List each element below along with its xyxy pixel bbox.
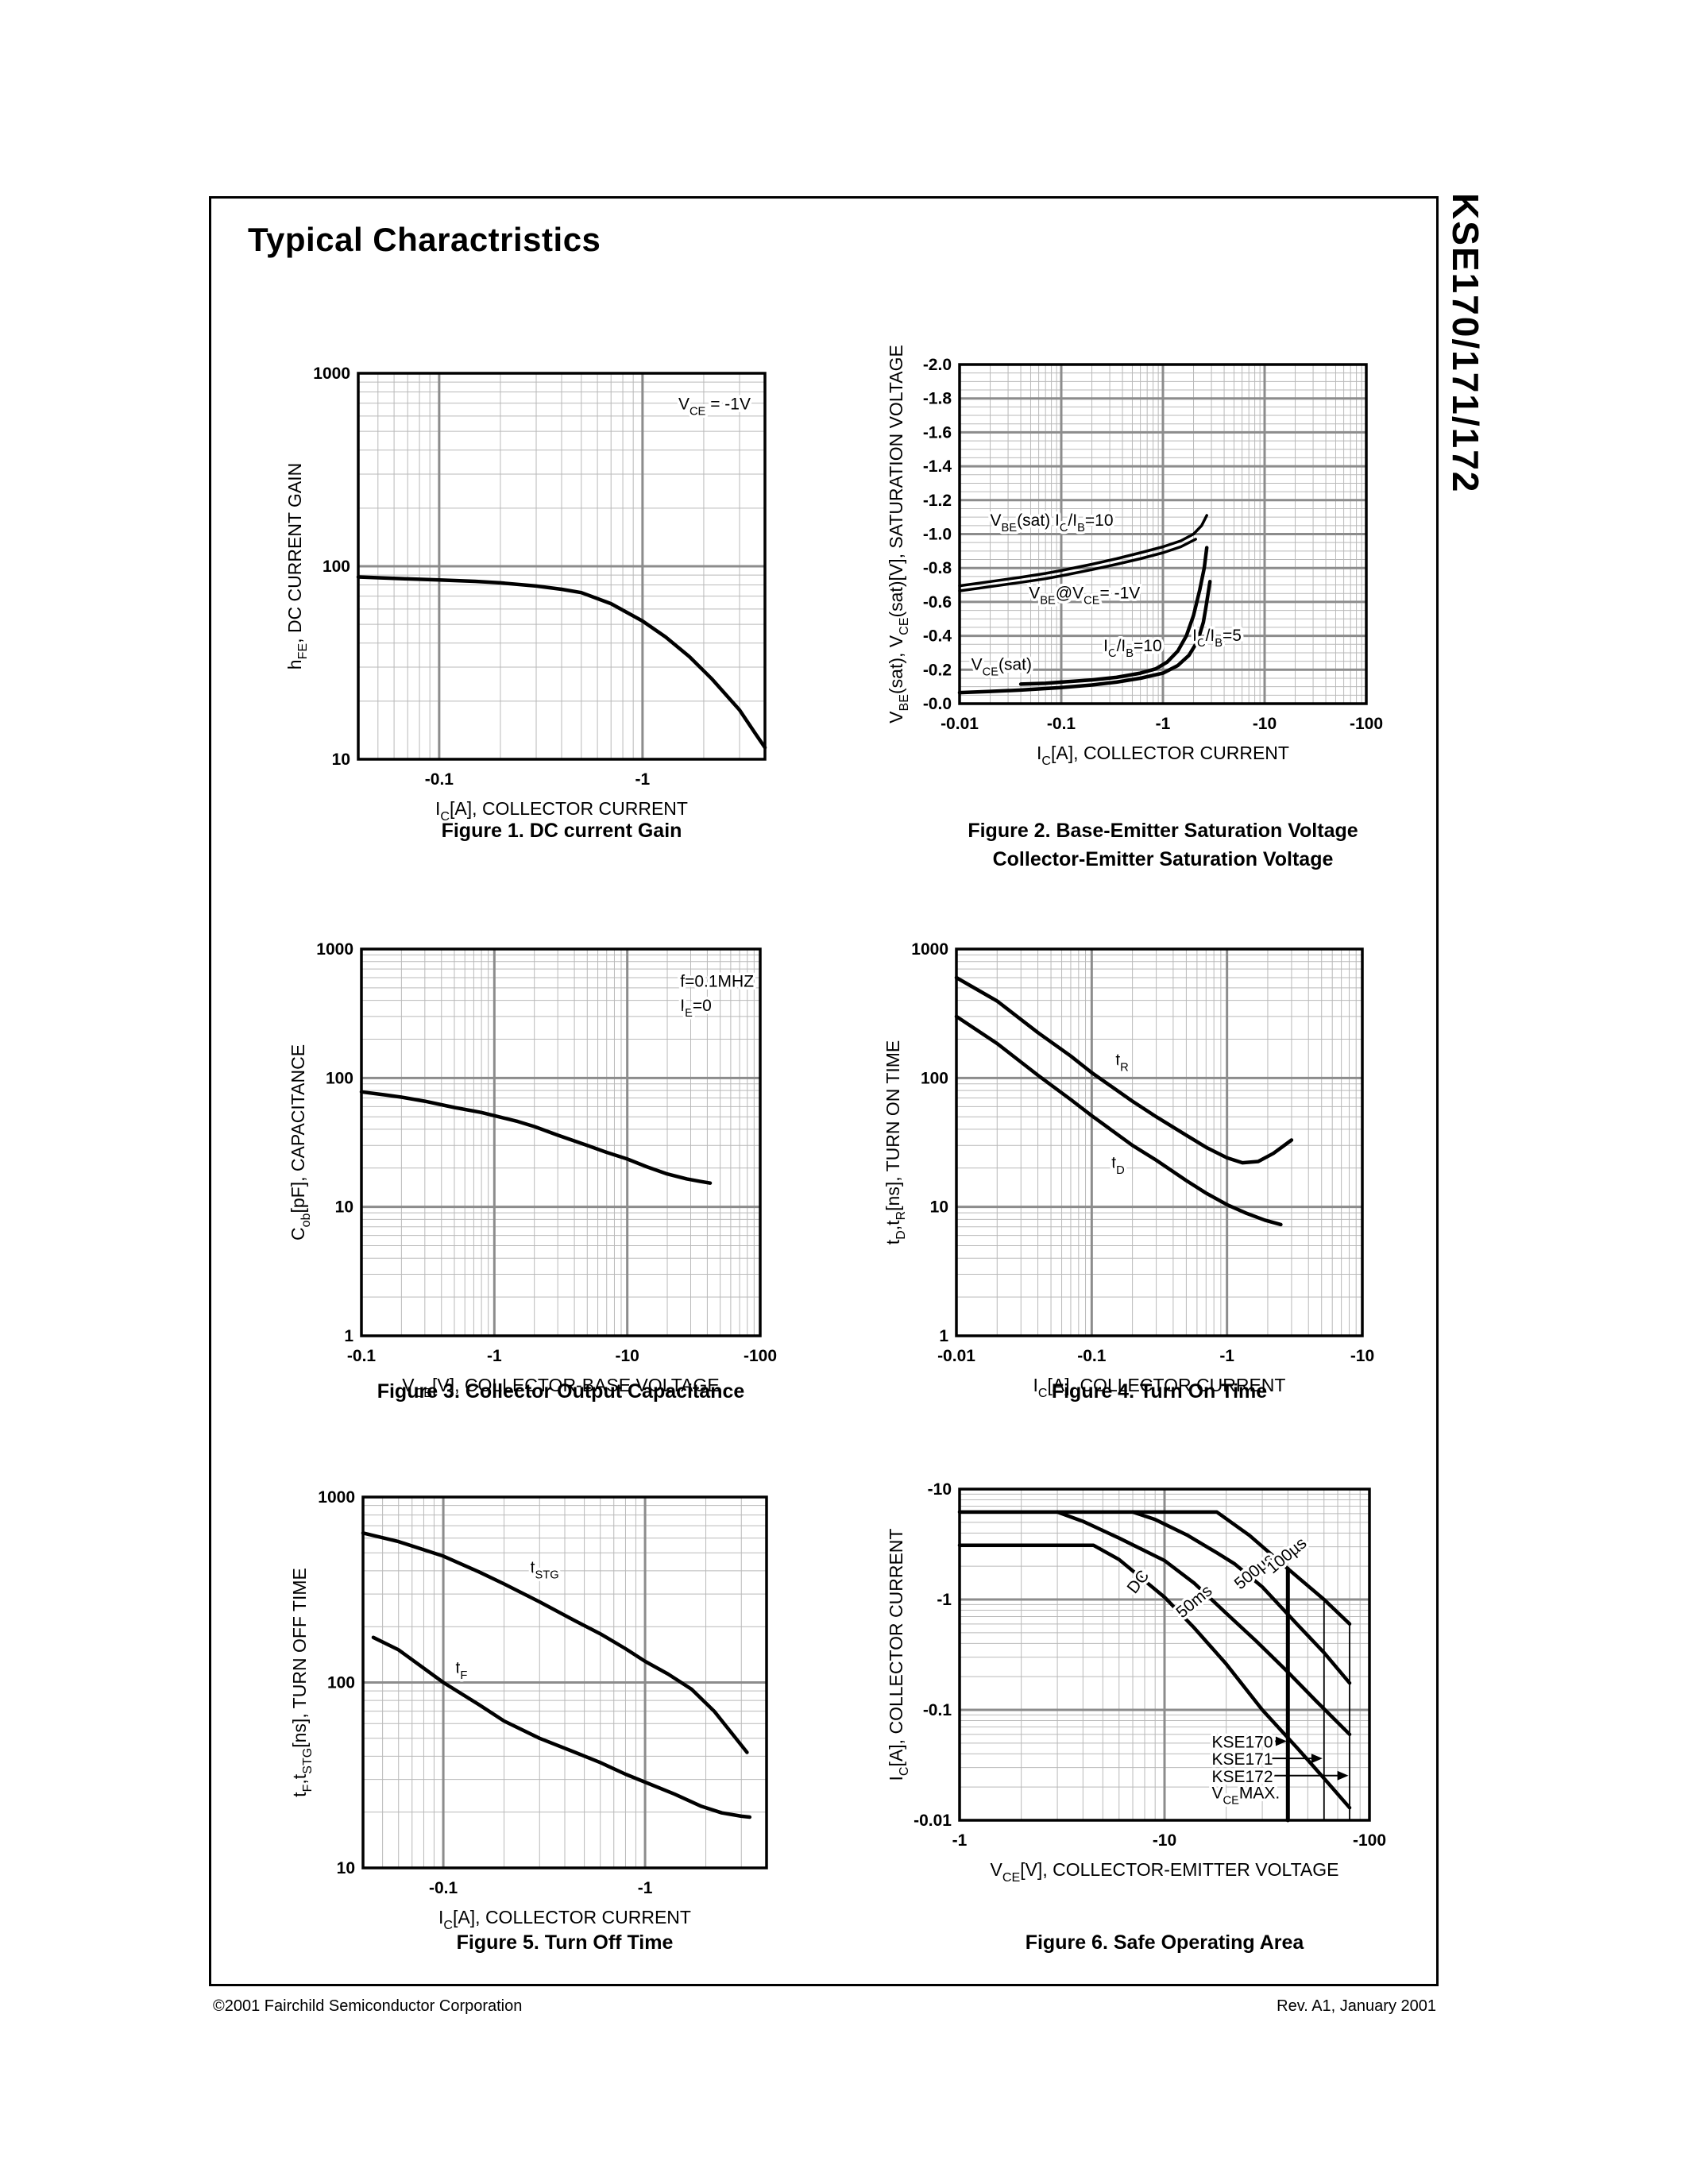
svg-text:1: 1 [939, 1327, 948, 1345]
svg-text:tD,tR[ns], TURN ON TIME: tD,tR[ns], TURN ON TIME [883, 1040, 908, 1245]
svg-text:IC/IB=5: IC/IB=5 [1192, 627, 1242, 650]
figure-2-chart: -0.01 -0.1 -1 -10 -100 -2.0 -1.8 -1.6 -1.4 -1.2 -1… [886, 345, 1383, 768]
svg-text:-100: -100 [1350, 715, 1383, 733]
svg-text:10: 10 [332, 751, 350, 769]
svg-text:-1: -1 [937, 1591, 952, 1609]
svg-text:1000: 1000 [911, 940, 948, 959]
svg-text:100: 100 [921, 1069, 948, 1087]
svg-text:KSE171: KSE171 [1211, 1750, 1273, 1769]
svg-text:IC[A], COLLECTOR CURRENT: IC[A], COLLECTOR CURRENT [438, 1907, 691, 1932]
svg-text:IC/IB=10: IC/IB=10 [1103, 637, 1162, 660]
figure-1-chart: -0.1 -1 10 100 1000 IC[A], COLLECTOR CURRENT h… [284, 365, 767, 824]
svg-text:-1: -1 [952, 1831, 968, 1850]
svg-text:VCB[V], COLLECTOR-BASE VOLTAGE: VCB[V], COLLECTOR-BASE VOLTAGE [402, 1375, 719, 1400]
figure-2-caption-line2: Collector-Emitter Saturation Voltage [992, 848, 1334, 870]
svg-text:tSTG: tSTG [531, 1558, 559, 1581]
svg-text:tD: tD [1111, 1154, 1124, 1177]
svg-text:tF: tF [455, 1659, 467, 1682]
copyright-text: ©2001 Fairchild Semiconductor Corporatio… [213, 1997, 523, 2015]
svg-text:-2.0: -2.0 [923, 356, 952, 374]
svg-text:-1.0: -1.0 [923, 526, 952, 544]
svg-text:VCE = -1V: VCE = -1V [678, 395, 751, 418]
svg-text:-10: -10 [1253, 715, 1277, 733]
figure-3-chart: -0.1 -1 -10 -100 1 10 100 1000 VCB[V], COLLECTOR… [288, 940, 777, 1400]
svg-text:-0.8: -0.8 [923, 559, 952, 577]
svg-text:KSE172: KSE172 [1211, 1768, 1273, 1786]
svg-text:1: 1 [344, 1327, 353, 1345]
svg-text:IC[A], COLLECTOR CURRENT: IC[A], COLLECTOR CURRENT [435, 798, 688, 824]
svg-text:1000: 1000 [316, 940, 353, 959]
svg-text:KSE170: KSE170 [1211, 1734, 1273, 1752]
svg-text:hFE, DC CURRENT GAIN: hFE, DC CURRENT GAIN [284, 463, 310, 669]
svg-text:IC[A], COLLECTOR CURRENT: IC[A], COLLECTOR CURRENT [1037, 743, 1289, 768]
svg-text:-1: -1 [638, 1879, 653, 1897]
svg-text:VBE@VCE= -1V: VBE@VCE= -1V [1029, 585, 1140, 608]
svg-text:VCE[V], COLLECTOR-EMITTER VOLT: VCE[V], COLLECTOR-EMITTER VOLTAGE [991, 1859, 1339, 1885]
svg-text:f=0.1MHZ: f=0.1MHZ [680, 972, 754, 990]
svg-text:-0.1: -0.1 [1047, 715, 1076, 733]
svg-text:-0.1: -0.1 [347, 1347, 377, 1365]
svg-text:100: 100 [326, 1069, 353, 1087]
part-number-side-label: KSE170/171/172 [1445, 193, 1486, 494]
svg-text:Cob[pF], CAPACITANCE: Cob[pF], CAPACITANCE [288, 1044, 313, 1241]
svg-text:DC: DC [1124, 1567, 1153, 1597]
svg-text:IC[A], COLLECTOR CURRENT: IC[A], COLLECTOR CURRENT [886, 1529, 911, 1781]
svg-text:VBE(sat) IC/IB=10: VBE(sat) IC/IB=10 [991, 511, 1114, 534]
svg-text:-1.4: -1.4 [923, 457, 952, 476]
svg-text:-0.01: -0.01 [941, 715, 979, 733]
svg-text:VCEMAX.: VCEMAX. [1211, 1784, 1280, 1807]
figure-5-chart: -0.1 -1 10 100 1000 IC[A], COLLECTOR CURRENT t… [289, 1488, 768, 1932]
svg-text:-0.6: -0.6 [923, 593, 952, 612]
svg-text:tF,tSTG[ns], TURN OFF TIME: tF,tSTG[ns], TURN OFF TIME [289, 1568, 315, 1797]
svg-text:10: 10 [335, 1198, 353, 1217]
figure-2-caption: Figure 2. Base-Emitter Saturation Voltag… [968, 820, 1358, 842]
svg-text:-0.1: -0.1 [429, 1879, 458, 1897]
svg-text:50ms: 50ms [1172, 1581, 1215, 1622]
figure-1-caption: Figure 1. DC current Gain [441, 820, 682, 842]
svg-text:-10: -10 [928, 1480, 952, 1499]
svg-text:-1.2: -1.2 [923, 492, 952, 510]
svg-text:-10: -10 [1153, 1831, 1176, 1850]
svg-text:-1.6: -1.6 [923, 423, 952, 442]
svg-text:100: 100 [327, 1674, 355, 1692]
svg-text:-0.0: -0.0 [923, 695, 952, 713]
svg-text:10: 10 [930, 1198, 948, 1217]
svg-text:-1: -1 [1219, 1347, 1234, 1365]
svg-text:10: 10 [337, 1859, 355, 1877]
figure-6-caption: Figure 6. Safe Operating Area [1025, 1931, 1304, 1954]
svg-text:-1: -1 [487, 1347, 502, 1365]
svg-text:-1.8: -1.8 [923, 390, 952, 408]
svg-text:-0.01: -0.01 [914, 1812, 952, 1830]
svg-text:IC[A], COLLECTOR CURRENT: IC[A], COLLECTOR CURRENT [1033, 1375, 1286, 1400]
svg-text:-10: -10 [1350, 1347, 1374, 1365]
svg-text:1000: 1000 [318, 1488, 355, 1507]
figure-6-chart: -1 -10 -100 -10 -1 -0.1 -0.01 VCE[V], COLLECTOR… [886, 1480, 1386, 1885]
svg-text:100: 100 [323, 558, 350, 576]
svg-text:-1: -1 [635, 770, 651, 789]
svg-text:-0.1: -0.1 [923, 1701, 952, 1719]
svg-text:tR: tR [1115, 1051, 1128, 1075]
svg-text:-100: -100 [744, 1347, 777, 1365]
figure-5-caption: Figure 5. Turn Off Time [456, 1931, 674, 1954]
svg-text:-0.1: -0.1 [425, 770, 454, 789]
svg-text:-0.2: -0.2 [923, 661, 952, 679]
svg-text:VBE(sat), VCE(sat)[V], SATURAT: VBE(sat), VCE(sat)[V], SATURATION VOLTAG… [886, 345, 911, 723]
figure-4-chart: -0.01 -0.1 -1 -10 1 10 100 1000 IC[A], COLLECTOR… [883, 940, 1374, 1400]
svg-text:IE=0: IE=0 [680, 997, 712, 1020]
svg-text:-0.4: -0.4 [923, 627, 952, 646]
revision-text: Rev. A1, January 2001 [1277, 1997, 1436, 2015]
svg-text:-0.01: -0.01 [937, 1347, 975, 1365]
svg-text:1000: 1000 [313, 365, 350, 383]
page-title: Typical Charactristics [248, 221, 601, 258]
svg-text:-0.1: -0.1 [1077, 1347, 1107, 1365]
page-border [209, 196, 1439, 1986]
figure-4-caption: Figure 4. Turn On Time [1051, 1380, 1268, 1403]
svg-text:-1: -1 [1156, 715, 1171, 733]
figure-3-caption: Figure 3. Collector Output Capacitance [377, 1380, 745, 1403]
svg-text:VCE(sat): VCE(sat) [971, 655, 1032, 678]
svg-text:-10: -10 [615, 1347, 639, 1365]
svg-text:-100: -100 [1353, 1831, 1386, 1850]
